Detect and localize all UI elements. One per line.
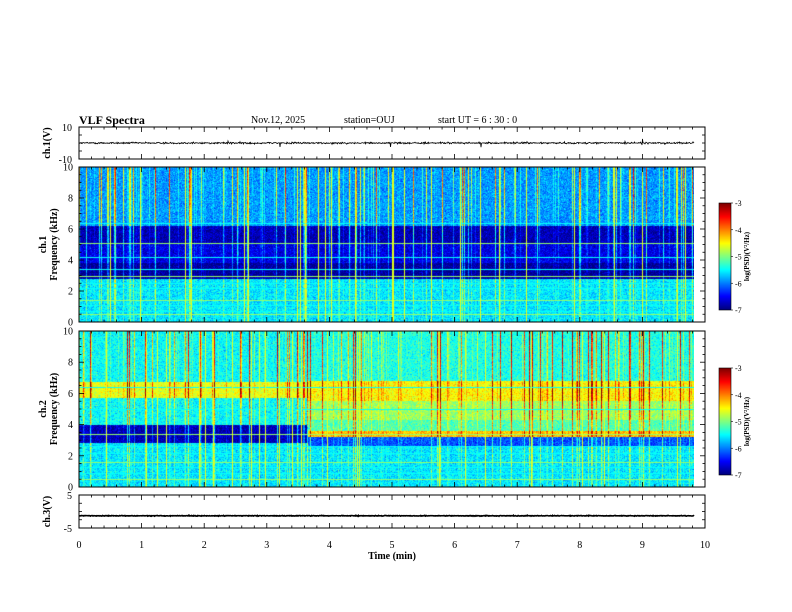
colorbar-tick-label: -5 — [735, 253, 742, 262]
frequency-axis-label: Frequency (kHz) — [49, 208, 60, 280]
y-tick-label: 4 — [68, 256, 73, 267]
x-tick-label: 4 — [327, 540, 332, 551]
x-tick-label: 10 — [700, 540, 710, 551]
x-tick-label: 7 — [515, 540, 520, 551]
x-tick-label: 2 — [202, 540, 207, 551]
x-tick-label: 6 — [452, 540, 457, 551]
ch1-waveform — [78, 138, 695, 148]
x-tick-label: 9 — [640, 540, 645, 551]
x-tick-label: 1 — [139, 540, 144, 551]
x-axis-label: Time (min) — [368, 551, 416, 562]
panel-channel-label: ch.1 — [38, 236, 49, 254]
colorbar-tick-label: -7 — [735, 471, 742, 480]
colorbar-tick-label: -3 — [735, 364, 742, 373]
spectrogram-ch1 — [79, 167, 694, 322]
colorbar-ch1 — [719, 203, 731, 310]
waveform-axis-label: ch.1(V) — [42, 127, 53, 158]
colorbar-label: log(PSD)(V²/Hz) — [743, 231, 751, 281]
colorbar-tick-label: -4 — [735, 391, 742, 400]
ch3-waveform — [78, 514, 695, 518]
y-tick-label: 6 — [68, 389, 73, 400]
y-tick-label: -5 — [64, 524, 72, 535]
colorbar-tick-label: -6 — [735, 279, 742, 288]
date-label: Nov.12, 2025 — [251, 115, 306, 126]
station-label: station=OUJ — [344, 115, 395, 126]
x-tick-label: 5 — [390, 540, 395, 551]
y-tick-label: 2 — [68, 451, 73, 462]
colorbar-tick-label: -5 — [735, 418, 742, 427]
colorbar-label: log(PSD)(V²/Hz) — [743, 396, 751, 446]
colorbar-tick-label: -3 — [735, 199, 742, 208]
y-tick-label: 0 — [68, 318, 73, 329]
colorbar-tick-label: -4 — [735, 226, 742, 235]
y-tick-label: 2 — [68, 287, 73, 298]
colorbar-tick-label: -6 — [735, 444, 742, 453]
colorbar-tick-label: -7 — [735, 306, 742, 315]
y-tick-label: -10 — [59, 155, 72, 166]
x-tick-label: 8 — [577, 540, 582, 551]
y-tick-label: 10 — [63, 163, 73, 174]
spectrogram-ch2 — [79, 331, 694, 487]
start-ut-label: start UT = 6 : 30 : 0 — [438, 115, 518, 126]
y-tick-label: 8 — [68, 358, 73, 369]
x-tick-label: 3 — [264, 540, 269, 551]
y-tick-label: 8 — [68, 194, 73, 205]
frequency-axis-label: Frequency (kHz) — [49, 373, 60, 445]
y-tick-label: 10 — [63, 327, 73, 338]
y-tick-label: 4 — [68, 420, 73, 431]
colorbar-ch2 — [719, 368, 731, 475]
y-tick-label: 6 — [68, 225, 73, 236]
panel-channel-label: ch.2 — [38, 400, 49, 418]
y-tick-label: 0 — [68, 483, 73, 494]
y-tick-label: 10 — [62, 123, 72, 134]
y-tick-label: 5 — [67, 491, 72, 502]
plot-title: VLF Spectra — [79, 113, 145, 127]
x-tick-label: 0 — [77, 540, 82, 551]
waveform-axis-label: ch.3(V) — [42, 496, 53, 527]
